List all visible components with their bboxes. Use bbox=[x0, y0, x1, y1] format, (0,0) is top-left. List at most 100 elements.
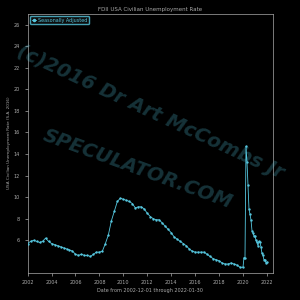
Point bbox=[248, 212, 252, 217]
Y-axis label: USA Civilian Unemployment Rate (S.A. 2016): USA Civilian Unemployment Rate (S.A. 201… bbox=[7, 97, 11, 190]
Point bbox=[145, 211, 150, 216]
Point bbox=[260, 251, 264, 256]
Point bbox=[242, 255, 246, 260]
Point bbox=[70, 249, 75, 254]
Point bbox=[142, 207, 147, 212]
Point bbox=[193, 250, 197, 254]
Point bbox=[255, 240, 260, 245]
Point bbox=[43, 236, 48, 241]
Point bbox=[37, 240, 42, 245]
Point bbox=[217, 258, 221, 263]
Point bbox=[133, 206, 138, 210]
Point bbox=[196, 250, 200, 254]
X-axis label: Date from 2002-12-01 through 2022-01-30: Date from 2002-12-01 through 2022-01-30 bbox=[97, 288, 203, 293]
Point bbox=[148, 214, 153, 219]
Point bbox=[40, 239, 45, 244]
Point bbox=[250, 230, 255, 235]
Point bbox=[124, 198, 129, 203]
Point bbox=[121, 197, 126, 202]
Point bbox=[247, 207, 251, 212]
Point bbox=[214, 257, 218, 262]
Title: FDII USA Civilian Unemployment Rate: FDII USA Civilian Unemployment Rate bbox=[98, 7, 202, 12]
Point bbox=[250, 228, 254, 233]
Point bbox=[190, 249, 194, 254]
Point bbox=[260, 253, 265, 258]
Point bbox=[163, 224, 168, 229]
Point bbox=[127, 199, 132, 204]
Point bbox=[61, 245, 66, 250]
Point bbox=[244, 144, 248, 149]
Point bbox=[262, 257, 267, 262]
Point bbox=[241, 265, 245, 270]
Text: (c)2016 Dr Art McCombs Jr: (c)2016 Dr Art McCombs Jr bbox=[14, 42, 287, 182]
Point bbox=[229, 260, 233, 265]
Point bbox=[226, 262, 230, 266]
Point bbox=[31, 238, 36, 243]
Point bbox=[85, 253, 90, 258]
Point bbox=[199, 250, 203, 254]
Point bbox=[49, 241, 54, 246]
Point bbox=[139, 204, 144, 209]
Point bbox=[254, 238, 258, 243]
Point bbox=[238, 265, 242, 270]
Point bbox=[79, 252, 84, 257]
Point bbox=[28, 239, 33, 244]
Point bbox=[246, 183, 250, 188]
Point bbox=[243, 255, 248, 260]
Point bbox=[103, 241, 108, 246]
Point bbox=[263, 260, 268, 265]
Point bbox=[249, 218, 254, 222]
Point bbox=[25, 241, 30, 246]
Point bbox=[259, 244, 263, 249]
Point bbox=[252, 234, 256, 239]
Point bbox=[151, 216, 156, 221]
Point bbox=[112, 209, 117, 214]
Legend: Seasonally Adjusted: Seasonally Adjusted bbox=[30, 16, 89, 24]
Point bbox=[106, 232, 111, 237]
Point bbox=[52, 242, 57, 247]
Point bbox=[178, 239, 183, 244]
Point bbox=[169, 230, 174, 235]
Point bbox=[94, 250, 99, 254]
Point bbox=[58, 244, 63, 249]
Point bbox=[172, 235, 177, 239]
Point bbox=[184, 243, 189, 248]
Point bbox=[262, 257, 266, 262]
Point bbox=[100, 249, 105, 254]
Point bbox=[157, 218, 162, 222]
Point bbox=[34, 239, 39, 244]
Point bbox=[244, 159, 249, 164]
Point bbox=[181, 241, 186, 246]
Point bbox=[115, 199, 120, 204]
Point bbox=[256, 243, 260, 248]
Point bbox=[130, 201, 135, 206]
Point bbox=[136, 204, 141, 209]
Text: SPECULATOR.COM: SPECULATOR.COM bbox=[41, 126, 235, 212]
Point bbox=[223, 262, 227, 266]
Point bbox=[208, 254, 212, 259]
Point bbox=[265, 260, 269, 264]
Point bbox=[73, 252, 78, 257]
Point bbox=[82, 253, 87, 258]
Point bbox=[91, 252, 96, 257]
Point bbox=[88, 254, 93, 259]
Point bbox=[205, 252, 209, 257]
Point bbox=[187, 247, 192, 251]
Point bbox=[118, 196, 123, 201]
Point bbox=[211, 256, 215, 261]
Point bbox=[46, 239, 51, 244]
Point bbox=[253, 234, 257, 239]
Point bbox=[154, 218, 159, 222]
Point bbox=[109, 218, 114, 223]
Point bbox=[175, 237, 180, 242]
Point bbox=[55, 243, 60, 248]
Point bbox=[235, 263, 239, 268]
Point bbox=[76, 253, 81, 258]
Point bbox=[67, 248, 72, 252]
Point bbox=[97, 250, 102, 254]
Point bbox=[256, 239, 261, 244]
Point bbox=[160, 220, 165, 225]
Point bbox=[232, 262, 236, 266]
Point bbox=[202, 250, 206, 254]
Point bbox=[258, 240, 262, 245]
